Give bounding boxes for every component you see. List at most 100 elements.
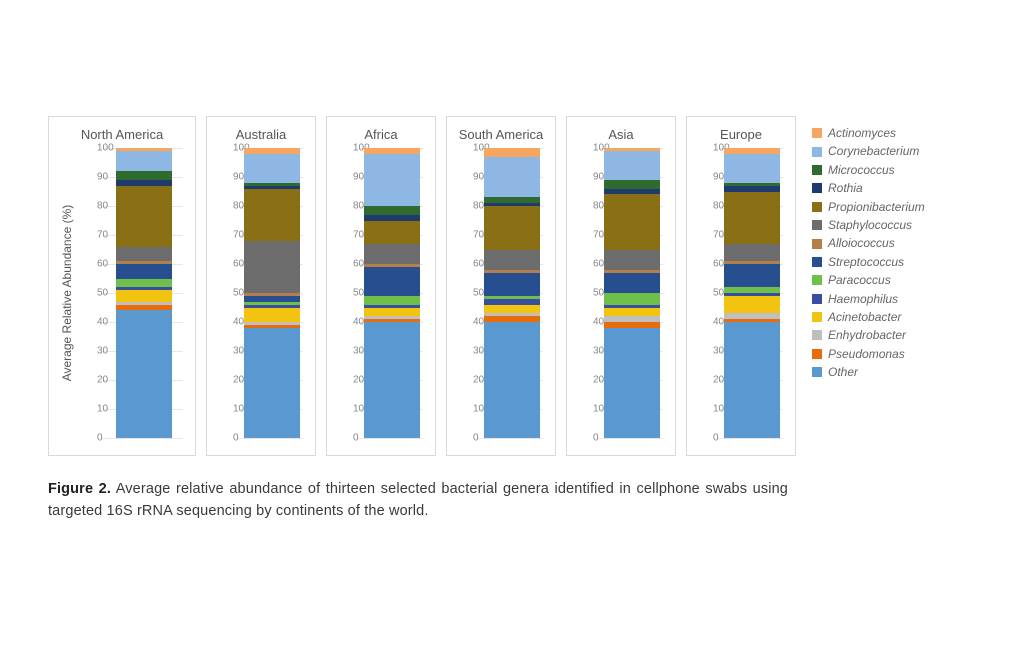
- plot-area: 0102030405060708090100: [599, 148, 663, 438]
- bar-segment: [484, 305, 540, 314]
- stacked-bar: [724, 148, 780, 438]
- legend-swatch: [812, 165, 822, 175]
- legend-swatch: [812, 294, 822, 304]
- legend-swatch: [812, 202, 822, 212]
- bar-segment: [116, 264, 172, 279]
- bar-segment: [484, 148, 540, 157]
- legend-label: Corynebacterium: [828, 144, 919, 158]
- legend-item: Streptococcus: [812, 255, 972, 269]
- bar-segment: [724, 296, 780, 313]
- bar-segment: [604, 308, 660, 317]
- plot-area: 0102030405060708090100: [479, 148, 543, 438]
- stacked-bar: [604, 148, 660, 438]
- caption-label: Figure 2.: [48, 481, 111, 497]
- bar-segment: [244, 241, 300, 293]
- gridline: [103, 438, 183, 439]
- page: North America0102030405060708090100Avera…: [0, 0, 1036, 650]
- gridline: [719, 438, 783, 439]
- bar-segment: [364, 206, 420, 215]
- legend-item: Other: [812, 365, 972, 379]
- legend-label: Streptococcus: [828, 255, 904, 269]
- bar-segment: [484, 206, 540, 250]
- legend-swatch: [812, 239, 822, 249]
- bar-segment: [364, 322, 420, 438]
- legend-label: Micrococcus: [828, 163, 895, 177]
- bar-segment: [244, 189, 300, 241]
- gridline: [599, 438, 663, 439]
- legend-swatch: [812, 349, 822, 359]
- legend-swatch: [812, 220, 822, 230]
- bar-segment: [364, 154, 420, 206]
- bar-segment: [484, 273, 540, 296]
- bar-segment: [724, 264, 780, 287]
- legend-label: Haemophilus: [828, 292, 898, 306]
- bar-segment: [364, 308, 420, 317]
- bar-segment: [724, 192, 780, 244]
- bar-segment: [604, 250, 660, 270]
- legend-label: Rothia: [828, 181, 863, 195]
- legend-swatch: [812, 257, 822, 267]
- charts-row: North America 0102030405060708090100Avera…: [48, 116, 988, 456]
- panel-title: Asia: [575, 127, 667, 142]
- legend-label: Acinetobacter: [828, 310, 901, 324]
- legend-item: Alloiococcus: [812, 236, 972, 250]
- bar-segment: [116, 279, 172, 288]
- legend-item: Actinomyces: [812, 126, 972, 140]
- legend-label: Propionibacterium: [828, 200, 925, 214]
- bar-segment: [364, 267, 420, 296]
- bar-segment: [116, 310, 172, 438]
- chart-panel: Africa 0102030405060708090100: [326, 116, 436, 456]
- legend: Actinomyces Corynebacterium Micrococcus Rot…: [806, 116, 976, 456]
- bar-segment: [604, 194, 660, 249]
- bar-segment: [116, 247, 172, 262]
- panel-title: Australia: [215, 127, 307, 142]
- chart-panel: Australia0102030405060708090100: [206, 116, 316, 456]
- bar-segment: [116, 290, 172, 302]
- legend-swatch: [812, 275, 822, 285]
- bar-segment: [604, 273, 660, 293]
- bar-segment: [364, 296, 420, 305]
- caption-text: Average relative abundance of thirteen s…: [48, 481, 788, 519]
- legend-swatch: [812, 183, 822, 193]
- legend-item: Corynebacterium: [812, 144, 972, 158]
- gridline: [359, 438, 423, 439]
- legend-swatch: [812, 312, 822, 322]
- plot-area: 0102030405060708090100Average Relative A…: [103, 148, 183, 438]
- legend-label: Alloiococcus: [828, 236, 895, 250]
- legend-label: Paracoccus: [828, 273, 891, 287]
- stacked-bar: [364, 148, 420, 438]
- panel-title: South America: [455, 127, 547, 142]
- figure-caption: Figure 2. Average relative abundance of …: [48, 478, 788, 523]
- legend-label: Enhydrobacter: [828, 328, 906, 342]
- bar-segment: [604, 293, 660, 305]
- bar-segment: [724, 244, 780, 261]
- legend-label: Other: [828, 365, 858, 379]
- bar-segment: [484, 322, 540, 438]
- bar-segment: [116, 186, 172, 247]
- chart-panel: Asia 0102030405060708090100: [566, 116, 676, 456]
- legend-item: Haemophilus: [812, 292, 972, 306]
- legend-swatch: [812, 128, 822, 138]
- legend-label: Pseudomonas: [828, 347, 905, 361]
- panel-title: Africa: [335, 127, 427, 142]
- panel-title: North America: [57, 127, 187, 142]
- bar-segment: [116, 171, 172, 180]
- bar-segment: [484, 157, 540, 198]
- legend-item: Staphylococcus: [812, 218, 972, 232]
- legend-item: Micrococcus: [812, 163, 972, 177]
- bar-segment: [604, 151, 660, 180]
- gridline: [239, 438, 303, 439]
- plot-area: 0102030405060708090100: [359, 148, 423, 438]
- legend-swatch: [812, 330, 822, 340]
- chart-panel: Europe0102030405060708090100: [686, 116, 796, 456]
- bar-segment: [244, 328, 300, 438]
- bar-segment: [604, 328, 660, 438]
- stacked-bar: [244, 148, 300, 438]
- bar-segment: [116, 151, 172, 171]
- bar-segment: [724, 154, 780, 183]
- bar-segment: [364, 244, 420, 264]
- legend-label: Actinomyces: [828, 126, 896, 140]
- legend-swatch: [812, 367, 822, 377]
- gridline: [479, 438, 543, 439]
- chart-panel: South America 0102030405060708090100: [446, 116, 556, 456]
